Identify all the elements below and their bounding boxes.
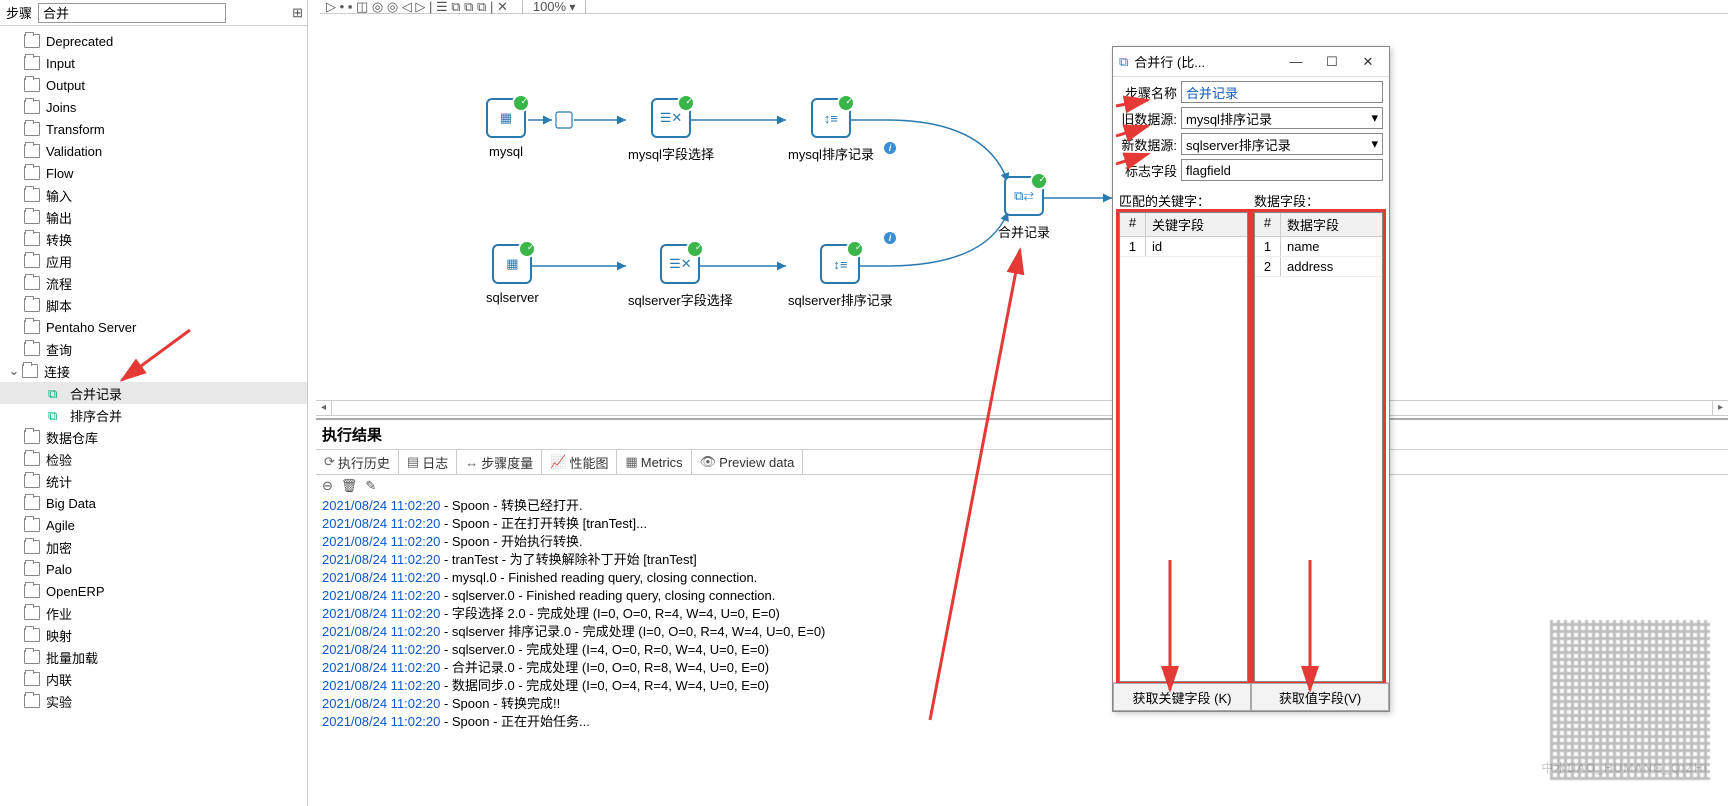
tree-item[interactable]: 映射 <box>0 624 307 646</box>
edit-icon[interactable]: ✎ <box>365 478 376 494</box>
canvas-hscroll[interactable]: ◂▸ <box>316 400 1728 416</box>
tree-item[interactable]: 内联 <box>0 668 307 690</box>
search-input[interactable] <box>38 3 226 23</box>
get-value-fields-button[interactable]: 获取值字段(V) <box>1251 683 1389 711</box>
results-tab[interactable]: 👁Preview data <box>692 450 804 474</box>
key-fields-title: 匹配的关键字： <box>1119 189 1248 212</box>
old-src-label: 旧数据源: <box>1119 109 1181 128</box>
merge-rows-dialog: ⧉ 合并行 (比... — ☐ ✕ 步骤名称 旧数据源:mysql排序记录▾ 新… <box>1112 46 1390 712</box>
tree-item[interactable]: 批量加载 <box>0 646 307 668</box>
key-fields-table[interactable]: #关键字段 1id <box>1119 212 1248 682</box>
results-tab[interactable]: 📈性能图 <box>542 450 617 474</box>
node-merge[interactable]: ⧉⇄合并记录 <box>998 176 1050 241</box>
get-key-fields-button[interactable]: 获取关键字段 (K) <box>1113 683 1251 711</box>
info-dot[interactable]: i <box>884 142 896 154</box>
node-sqlserver[interactable]: ▦sqlserver <box>486 244 539 305</box>
log-output: 2021/08/24 11:02:20 - Spoon - 转换已经打开.202… <box>316 497 1728 731</box>
watermark-text: 中水DAO_HUMANG_QIZHI <box>1541 759 1708 776</box>
maximize-button[interactable]: ☐ <box>1317 54 1347 70</box>
step-name-input[interactable] <box>1181 81 1383 103</box>
tree-item[interactable]: 应用 <box>0 250 307 272</box>
tree-item[interactable]: Validation <box>0 140 307 162</box>
results-tabs: ⟳执行历史▤日志↔步骤度量📈性能图▦Metrics👁Preview data <box>316 449 1728 475</box>
merge-icon: ⧉ <box>1119 54 1128 70</box>
tree-item[interactable]: 检验 <box>0 448 307 470</box>
delete-icon[interactable]: 🗑 <box>341 478 358 494</box>
tree-item[interactable]: Input <box>0 52 307 74</box>
tree-item[interactable]: Agile <box>0 514 307 536</box>
flag-label: 标志字段 <box>1119 161 1181 180</box>
tree-item[interactable]: 查询 <box>0 338 307 360</box>
node-mysql[interactable]: ▦mysql <box>486 98 526 159</box>
tree-subitem[interactable]: ⧉合并记录 <box>0 382 307 404</box>
tree-item[interactable]: 脚本 <box>0 294 307 316</box>
sidebar-title: 步骤 <box>6 3 32 22</box>
tree-expand-icon[interactable]: ⊞ <box>292 5 303 21</box>
clear-log-icon[interactable]: ⊖ <box>322 478 333 494</box>
tree-item[interactable]: Deprecated <box>0 30 307 52</box>
results-tab[interactable]: ↔步骤度量 <box>457 450 542 474</box>
node-mysql-sort[interactable]: ↕≡mysql排序记录 <box>788 98 874 163</box>
tree-item[interactable]: 数据仓库 <box>0 426 307 448</box>
tree-item[interactable]: 转换 <box>0 228 307 250</box>
tree-item[interactable]: Output <box>0 74 307 96</box>
new-src-label: 新数据源: <box>1119 135 1181 154</box>
execution-results: 执行结果 ⟳执行历史▤日志↔步骤度量📈性能图▦Metrics👁Preview d… <box>316 418 1728 806</box>
old-src-select[interactable]: mysql排序记录▾ <box>1181 107 1383 129</box>
node-sqlserver-select[interactable]: ☰✕sqlserver字段选择 <box>628 244 733 309</box>
tree-item[interactable]: Transform <box>0 118 307 140</box>
qr-watermark <box>1550 620 1710 780</box>
tree-item[interactable]: Palo <box>0 558 307 580</box>
results-title: 执行结果 <box>316 420 1728 449</box>
tree-item[interactable]: Joins <box>0 96 307 118</box>
dialog-title: 合并行 (比... <box>1134 52 1275 71</box>
tree-item-conn[interactable]: ⌄连接 <box>0 360 307 382</box>
tree-subitem[interactable]: ⧉排序合并 <box>0 404 307 426</box>
node-sqlserver-sort[interactable]: ↕≡sqlserver排序记录 <box>788 244 893 309</box>
steps-sidebar: 步骤 ⵹₌ ⊞ DeprecatedInputOutputJoinsTransf… <box>0 0 308 806</box>
tree-item[interactable]: 流程 <box>0 272 307 294</box>
results-tab[interactable]: ⟳执行历史 <box>316 450 399 474</box>
results-tab[interactable]: ▤日志 <box>399 450 457 474</box>
tree-item[interactable]: 输出 <box>0 206 307 228</box>
new-src-select[interactable]: sqlserver排序记录▾ <box>1181 133 1383 155</box>
steps-tree: DeprecatedInputOutputJoinsTransformValid… <box>0 26 307 712</box>
tree-item[interactable]: 输入 <box>0 184 307 206</box>
tree-item[interactable]: 统计 <box>0 470 307 492</box>
tree-item[interactable]: Pentaho Server <box>0 316 307 338</box>
tree-item[interactable]: Flow <box>0 162 307 184</box>
tree-item[interactable]: 作业 <box>0 602 307 624</box>
tree-item[interactable]: Big Data <box>0 492 307 514</box>
transformation-canvas[interactable]: i i ▦mysql ☰✕mysql字段选择 ↕≡mysql排序记录 ▦sqls… <box>316 14 1728 414</box>
step-name-label: 步骤名称 <box>1119 83 1181 102</box>
minimize-button[interactable]: — <box>1281 54 1311 69</box>
data-fields-table[interactable]: #数据字段 1name2address <box>1254 212 1383 682</box>
top-toolbar: ▷ • ▪ ◫ ◎ ◎ ◁ ▷ | ☰ ⧉ ⧉ ⧉ | ✕ 100% ▾ <box>320 0 1728 14</box>
zoom-select[interactable]: 100% ▾ <box>522 0 587 15</box>
tree-item[interactable]: 实验 <box>0 690 307 712</box>
tree-item[interactable]: OpenERP <box>0 580 307 602</box>
flag-input[interactable] <box>1181 159 1383 181</box>
results-tab[interactable]: ▦Metrics <box>617 450 691 474</box>
node-mysql-select[interactable]: ☰✕mysql字段选择 <box>628 98 714 163</box>
tree-item[interactable]: 加密 <box>0 536 307 558</box>
data-fields-title: 数据字段： <box>1254 189 1383 212</box>
close-button[interactable]: ✕ <box>1353 54 1383 70</box>
info-dot[interactable]: i <box>884 232 896 244</box>
